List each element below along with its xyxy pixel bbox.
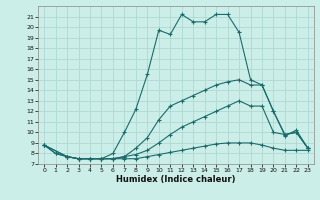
X-axis label: Humidex (Indice chaleur): Humidex (Indice chaleur): [116, 175, 236, 184]
